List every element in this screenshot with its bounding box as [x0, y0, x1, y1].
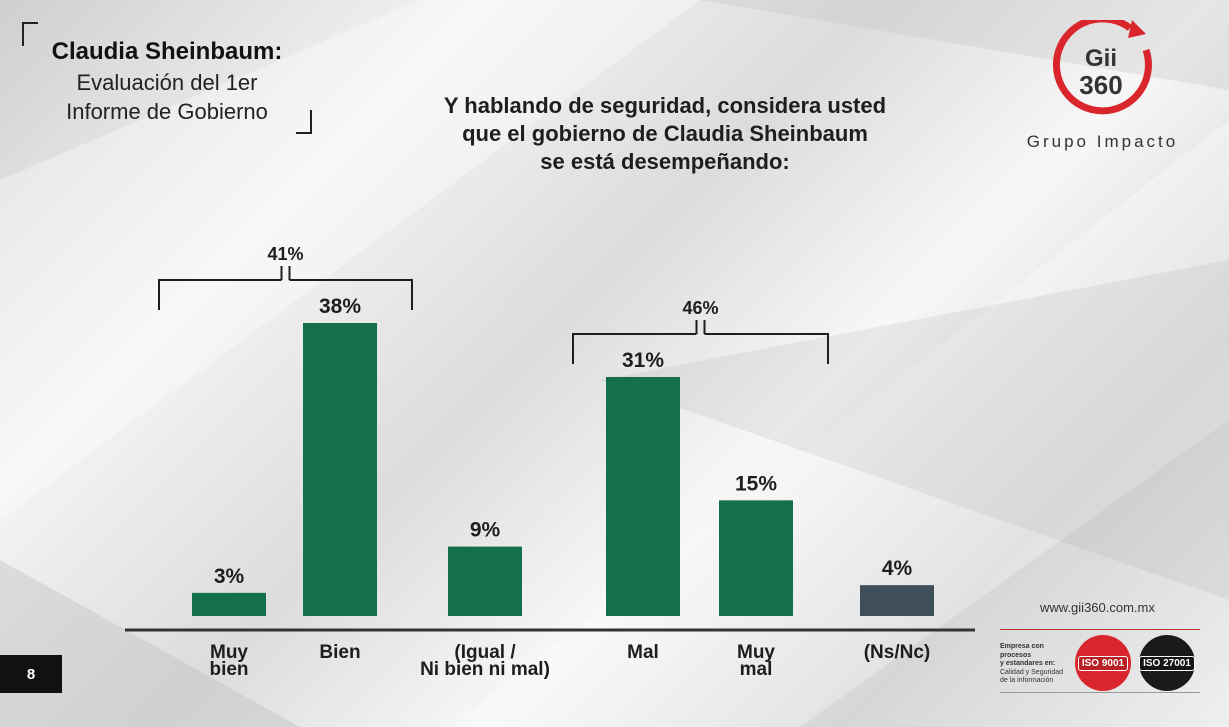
category-label-4-0: Muy: [737, 642, 775, 663]
bar-2: [448, 546, 522, 616]
category-label-2-1: Ni bien ni mal): [420, 659, 550, 680]
data-label-2: 9%: [470, 519, 501, 542]
logo-text-gii: Gii: [1085, 45, 1117, 72]
slide-title: Claudia Sheinbaum:: [51, 38, 283, 65]
gii360-logo: Gii 360 Grupo Impacto: [1000, 15, 1205, 160]
data-label-5: 4%: [882, 557, 913, 580]
bar-0: [192, 592, 266, 616]
iso-9001-seal-icon: ISO 9001: [1075, 635, 1131, 691]
bar-1: [303, 323, 377, 616]
slide-subtitle: Evaluación del 1er Informe de Gobierno: [22, 68, 312, 126]
iso-9001-label: ISO 9001: [1077, 655, 1129, 671]
question-line-1: Y hablando de seguridad, considera usted: [443, 93, 887, 118]
question-line-2: que el gobierno de Claudia Sheinbaum: [462, 121, 868, 146]
category-label-1-0: Bien: [319, 642, 360, 663]
iso-27001-seal-icon: ISO 27001: [1139, 635, 1195, 691]
group-bracket-0: [158, 266, 413, 310]
subtitle-line-2: Informe de Gobierno: [66, 99, 268, 124]
page-number: 8: [0, 655, 62, 693]
data-label-0: 3%: [214, 565, 245, 588]
data-label-1: 38%: [319, 295, 361, 318]
group-label-1: 46%: [682, 298, 718, 318]
category-label-0-0: Muy: [210, 642, 248, 663]
category-label-2-0: (Igual /: [454, 642, 516, 663]
iso-27001-label: ISO 27001: [1139, 655, 1195, 671]
logo-company-name: Grupo Impacto: [1026, 132, 1179, 151]
bar-5: [860, 585, 934, 616]
data-label-4: 15%: [735, 472, 777, 495]
cert-text-line-2: y estandares en:: [1000, 660, 1056, 667]
cert-text-line-1: Empresa con procesos: [1000, 643, 1044, 659]
group-bracket-1: [572, 319, 829, 364]
title-block: Claudia Sheinbaum: Evaluación del 1er In…: [22, 22, 312, 134]
title-corner-bottom-right: [296, 110, 312, 134]
category-label-5-0: (Ns/Nc): [864, 642, 931, 663]
category-label-4-1: mal: [740, 659, 773, 680]
footer: www.gii360.com.mx Empresa con procesos y…: [1000, 600, 1200, 700]
footer-divider-bottom: [1000, 692, 1200, 693]
logo-ring-icon: Gii 360: [1052, 15, 1152, 115]
cert-text-line-3: Calidad y Seguridad: [1000, 668, 1064, 676]
title-corner-top-left: [22, 22, 38, 46]
bar-4: [719, 500, 793, 616]
certification-text: Empresa con procesos y estandares en: Ca…: [1000, 643, 1075, 686]
group-label-0: 41%: [267, 244, 303, 264]
logo-text-360: 360: [1079, 70, 1122, 100]
question-line-3: se está desempeñando:: [540, 149, 790, 174]
bar-3: [606, 376, 680, 616]
data-label-3: 31%: [622, 349, 664, 372]
category-label-0-1: bien: [209, 659, 248, 680]
category-label-3-0: Mal: [627, 642, 659, 663]
cert-text-line-4: de la información: [1000, 677, 1054, 684]
subtitle-line-1: Evaluación del 1er: [76, 70, 258, 95]
survey-question: Y hablando de seguridad, considera usted…: [380, 92, 950, 176]
website-url[interactable]: www.gii360.com.mx: [1040, 600, 1155, 615]
footer-divider-top: [1000, 629, 1200, 630]
